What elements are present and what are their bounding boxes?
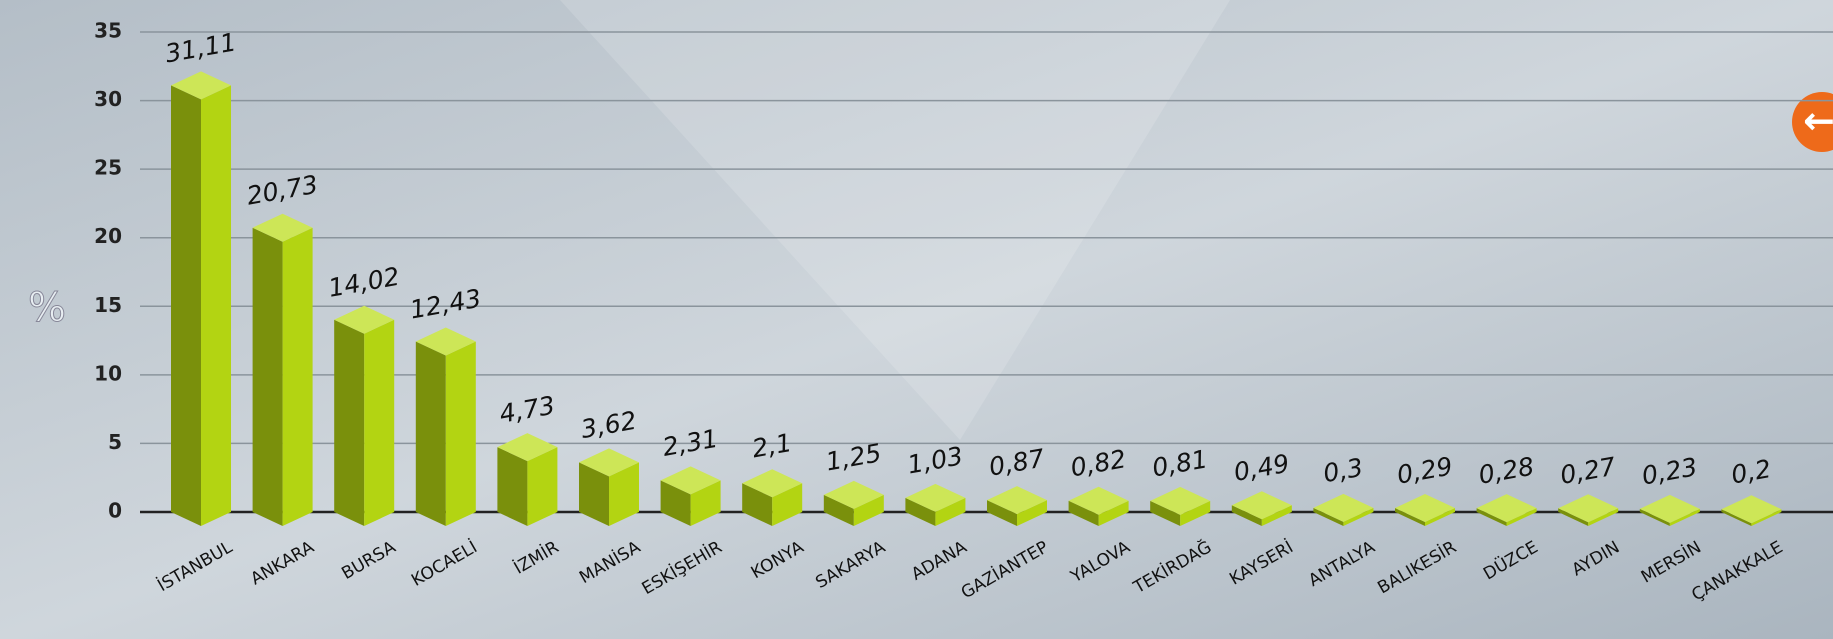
bar-side xyxy=(1180,500,1211,526)
bar-front xyxy=(252,227,283,526)
bar-front xyxy=(171,85,201,526)
y-tick-label: 0 xyxy=(108,499,122,523)
bar-side xyxy=(1343,507,1374,526)
bar-front xyxy=(1068,500,1099,526)
bar-front xyxy=(660,480,691,526)
bar-front xyxy=(1721,509,1752,526)
bar-top xyxy=(905,483,966,512)
bar-front xyxy=(1395,508,1425,526)
bar-top xyxy=(1150,486,1211,515)
nav-arrow-icon: ← xyxy=(1803,99,1833,143)
bar-front xyxy=(1558,508,1589,526)
bar-top xyxy=(334,305,395,334)
bar-top xyxy=(1721,495,1782,524)
bar-side xyxy=(690,480,721,526)
bar-side xyxy=(364,319,395,526)
bar-top xyxy=(742,469,803,498)
value-label: 0,3 xyxy=(1321,453,1365,488)
bar-top xyxy=(497,433,558,462)
y-tick-label: 30 xyxy=(94,87,122,111)
bar-top xyxy=(987,486,1047,515)
bar-side xyxy=(445,341,476,526)
bar-front xyxy=(1476,508,1507,526)
bar-side xyxy=(1425,508,1455,526)
bar-side xyxy=(772,483,803,526)
bar-front xyxy=(579,462,609,526)
bar-front xyxy=(1639,508,1670,526)
bar-front xyxy=(334,319,365,526)
value-label: 0,2 xyxy=(1729,454,1773,489)
bar-side xyxy=(853,494,884,526)
bar-side xyxy=(1261,505,1292,526)
y-tick-label: 25 xyxy=(94,156,122,180)
value-label: 2,1 xyxy=(750,428,794,463)
bar-top xyxy=(171,71,231,100)
bar-top xyxy=(579,448,639,477)
bar-front xyxy=(415,341,446,526)
bar-side xyxy=(1669,508,1700,526)
bar-top xyxy=(1395,494,1455,523)
nav-arrow[interactable] xyxy=(1792,92,1833,152)
y-tick-label: 5 xyxy=(108,430,122,454)
bar-front xyxy=(742,483,773,526)
bar-top xyxy=(660,466,721,495)
bar-top xyxy=(1231,491,1292,520)
y-tick-label: 35 xyxy=(94,19,122,43)
bar-side xyxy=(527,447,558,526)
bar-side xyxy=(1098,500,1129,526)
bar-side xyxy=(1588,508,1619,526)
bar-side xyxy=(1751,509,1782,526)
bar-top xyxy=(1639,494,1700,523)
bar-front xyxy=(1313,507,1344,526)
bar-side xyxy=(1017,500,1047,526)
bar-top xyxy=(1558,494,1619,523)
bar-top xyxy=(823,480,884,509)
bar-side xyxy=(609,462,639,526)
y-tick-label: 20 xyxy=(94,224,122,248)
bar-top xyxy=(252,213,313,242)
decor xyxy=(560,0,1230,440)
bar-front xyxy=(1150,500,1181,526)
bar-front xyxy=(823,494,854,526)
bar-top xyxy=(1068,486,1129,515)
bar-side xyxy=(935,497,966,526)
bar-top xyxy=(415,327,476,356)
bar-side xyxy=(1506,508,1537,526)
bar-front xyxy=(497,447,528,526)
bar-side xyxy=(282,227,313,526)
y-tick-label: 15 xyxy=(94,293,122,317)
bar-top xyxy=(1476,494,1537,523)
bar-front xyxy=(905,497,936,526)
y-axis-label: % xyxy=(28,285,66,331)
y-tick-label: 10 xyxy=(94,361,122,385)
bar-top xyxy=(1313,493,1374,522)
bar-side xyxy=(201,85,231,526)
bar-front xyxy=(1231,505,1262,526)
bar-front xyxy=(987,500,1017,526)
